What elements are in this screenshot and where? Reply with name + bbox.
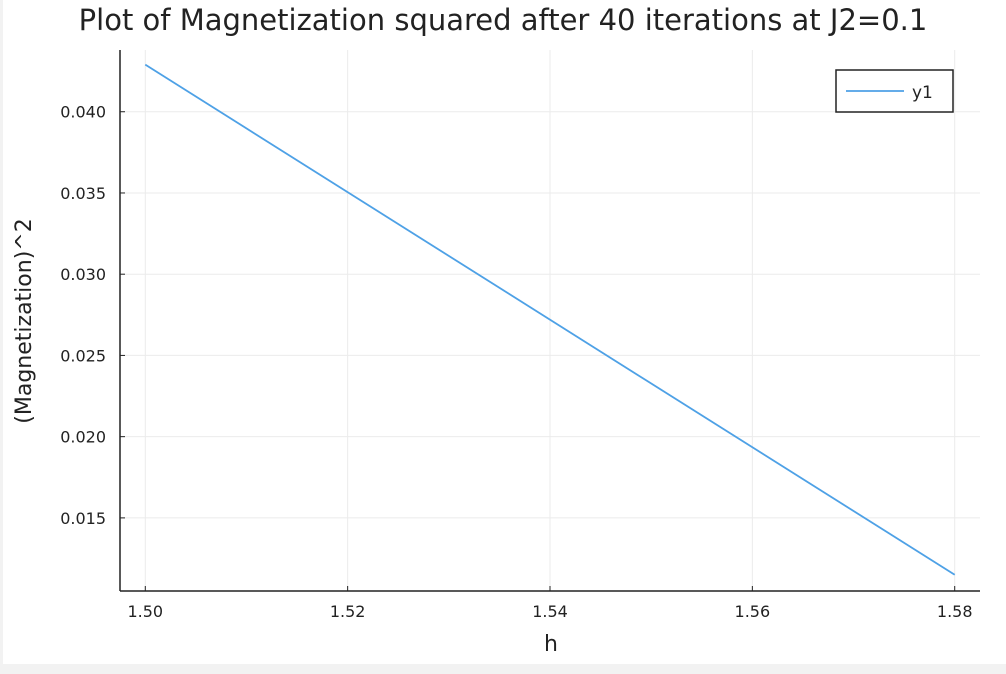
- legend: y1: [835, 69, 954, 113]
- y-tick-label: 0.035: [60, 184, 106, 203]
- x-tick-label: 1.56: [735, 602, 771, 621]
- legend-label-y1: y1: [912, 83, 933, 103]
- grid-lines: [120, 50, 980, 591]
- series-line-y1: [144, 63, 956, 576]
- axes: [119, 50, 980, 592]
- y-axis-label: (Magnetization)^2: [12, 218, 37, 423]
- x-tick-label: 1.50: [127, 602, 163, 621]
- tick-labels: 1.50 1.52 1.54 1.56 1.58 0.015 0.020 0.025 0.030…: [60, 103, 972, 621]
- x-axis-label: h: [544, 632, 558, 657]
- y-tick-label: 0.030: [60, 265, 106, 284]
- x-tick-label: 1.58: [937, 602, 973, 621]
- y-tick-label: 0.020: [60, 428, 106, 447]
- y-tick-label: 0.040: [60, 103, 106, 122]
- left-border-strip: [0, 0, 3, 674]
- y-tick-label: 0.025: [60, 346, 106, 365]
- x-tick-label: 1.54: [532, 602, 568, 621]
- y-tick-label: 0.015: [60, 509, 106, 528]
- chart-title: Plot of Magnetization squared after 40 i…: [79, 3, 928, 37]
- series-lines: [144, 63, 956, 576]
- bottom-border-strip: [0, 664, 1006, 674]
- x-tick-label: 1.52: [330, 602, 366, 621]
